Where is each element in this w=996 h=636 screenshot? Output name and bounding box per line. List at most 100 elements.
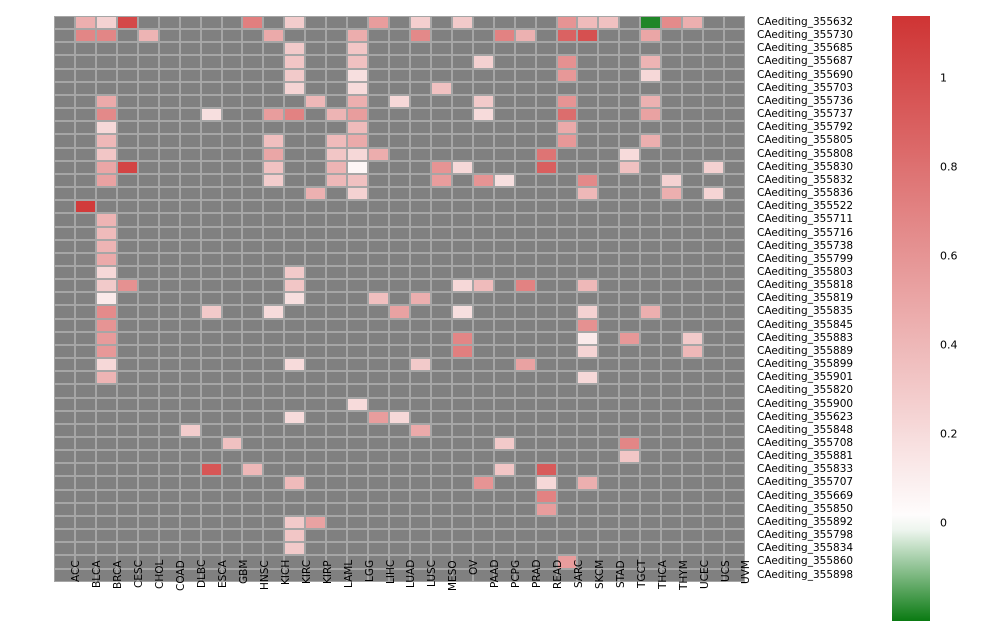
heatmap-cell bbox=[200, 200, 222, 214]
heatmap-cell bbox=[682, 187, 704, 201]
heatmap-cell bbox=[368, 239, 389, 253]
heatmap-cell bbox=[661, 555, 683, 569]
heatmap-cell bbox=[556, 502, 578, 516]
column-axis-label-slot: UCEC bbox=[682, 558, 711, 636]
heatmap-cell bbox=[347, 29, 369, 43]
heatmap-cell bbox=[535, 410, 557, 424]
heatmap-cell bbox=[661, 134, 683, 148]
heatmap-cell bbox=[137, 265, 159, 280]
heatmap-cell bbox=[619, 121, 641, 135]
heatmap-cell bbox=[263, 173, 285, 188]
heatmap-cell bbox=[472, 397, 494, 411]
heatmap-cell bbox=[577, 121, 599, 135]
heatmap-cell bbox=[221, 213, 243, 227]
heatmap-cell bbox=[54, 344, 75, 359]
row-axis-label: CAediting_355889 bbox=[757, 344, 854, 357]
heatmap-cell bbox=[514, 173, 536, 188]
heatmap-cell bbox=[724, 292, 745, 306]
heatmap-cell bbox=[221, 542, 243, 556]
heatmap-cell bbox=[242, 160, 264, 174]
heatmap-cell bbox=[200, 502, 222, 516]
heatmap-cell bbox=[263, 331, 285, 345]
heatmap-cell bbox=[640, 29, 662, 43]
heatmap-cell bbox=[640, 384, 662, 398]
heatmap-cell bbox=[242, 450, 264, 464]
heatmap-cell bbox=[451, 515, 473, 530]
heatmap-cell bbox=[598, 187, 620, 201]
heatmap-cell bbox=[158, 279, 180, 293]
heatmap-cell bbox=[74, 555, 96, 569]
heatmap-cell bbox=[263, 318, 285, 332]
heatmap-cell bbox=[74, 147, 96, 161]
heatmap-cell bbox=[682, 305, 704, 319]
heatmap-cell bbox=[179, 239, 201, 253]
heatmap-cell bbox=[640, 226, 662, 240]
heatmap-row bbox=[54, 134, 745, 148]
heatmap-cell bbox=[179, 410, 201, 424]
heatmap-cell bbox=[368, 94, 389, 109]
heatmap-cell bbox=[137, 213, 159, 227]
row-axis-label: CAediting_355687 bbox=[757, 55, 854, 68]
heatmap-cell bbox=[54, 331, 75, 345]
heatmap-cell bbox=[409, 68, 431, 82]
heatmap-cell bbox=[577, 81, 599, 95]
heatmap-cell bbox=[95, 292, 117, 306]
heatmap-cell bbox=[54, 542, 75, 556]
heatmap-cell bbox=[347, 108, 369, 122]
heatmap-cell bbox=[263, 423, 285, 437]
heatmap-cell bbox=[389, 279, 410, 293]
heatmap-cell bbox=[703, 358, 724, 372]
heatmap-cell bbox=[221, 489, 243, 503]
heatmap-cell bbox=[493, 134, 515, 148]
heatmap-cell bbox=[305, 318, 327, 332]
heatmap-cell bbox=[242, 515, 264, 530]
heatmap-cell bbox=[74, 265, 96, 280]
heatmap-cell bbox=[619, 94, 641, 109]
heatmap-cell bbox=[682, 515, 704, 530]
row-axis-labels: CAediting_355632 CAediting_355730 CAeditin… bbox=[757, 16, 887, 581]
heatmap-cell bbox=[514, 410, 536, 424]
heatmap-cell bbox=[200, 187, 222, 201]
heatmap-cell bbox=[158, 94, 180, 109]
heatmap-cell bbox=[703, 423, 724, 437]
row-axis-label: CAediting_355901 bbox=[757, 371, 854, 384]
heatmap-cell bbox=[347, 318, 369, 332]
heatmap-cell bbox=[137, 160, 159, 174]
heatmap-cell bbox=[703, 502, 724, 516]
row-axis-label: CAediting_355898 bbox=[757, 568, 854, 581]
heatmap-cell bbox=[619, 331, 641, 345]
heatmap-cell bbox=[305, 450, 327, 464]
row-axis-label: CAediting_355883 bbox=[757, 331, 854, 344]
heatmap-cell bbox=[200, 292, 222, 306]
heatmap-cell bbox=[221, 81, 243, 95]
heatmap-cell bbox=[472, 529, 494, 543]
row-axis-label: CAediting_355632 bbox=[757, 16, 854, 28]
row-axis-label: CAediting_355900 bbox=[757, 397, 854, 410]
heatmap-cell bbox=[179, 397, 201, 411]
heatmap-cell bbox=[347, 542, 369, 556]
heatmap-cell bbox=[682, 55, 704, 69]
heatmap-cell bbox=[682, 437, 704, 451]
row-axis-label: CAediting_355848 bbox=[757, 423, 854, 436]
heatmap-cell bbox=[703, 108, 724, 122]
heatmap-cell bbox=[263, 279, 285, 293]
heatmap-cell bbox=[368, 305, 389, 319]
heatmap-cell bbox=[556, 68, 578, 82]
heatmap-cell bbox=[95, 476, 117, 490]
heatmap-cell bbox=[493, 450, 515, 464]
heatmap-cell bbox=[242, 94, 264, 109]
heatmap-cell bbox=[305, 108, 327, 122]
heatmap-cell bbox=[514, 318, 536, 332]
heatmap-cell bbox=[389, 160, 410, 174]
heatmap-cell bbox=[472, 384, 494, 398]
heatmap-cell bbox=[158, 529, 180, 543]
heatmap-cell bbox=[703, 134, 724, 148]
heatmap-cell bbox=[305, 555, 327, 569]
heatmap-cell bbox=[263, 226, 285, 240]
heatmap-cell bbox=[200, 42, 222, 56]
heatmap-cell bbox=[389, 292, 410, 306]
heatmap-cell bbox=[556, 134, 578, 148]
heatmap-cell bbox=[74, 226, 96, 240]
heatmap-cell bbox=[514, 502, 536, 516]
